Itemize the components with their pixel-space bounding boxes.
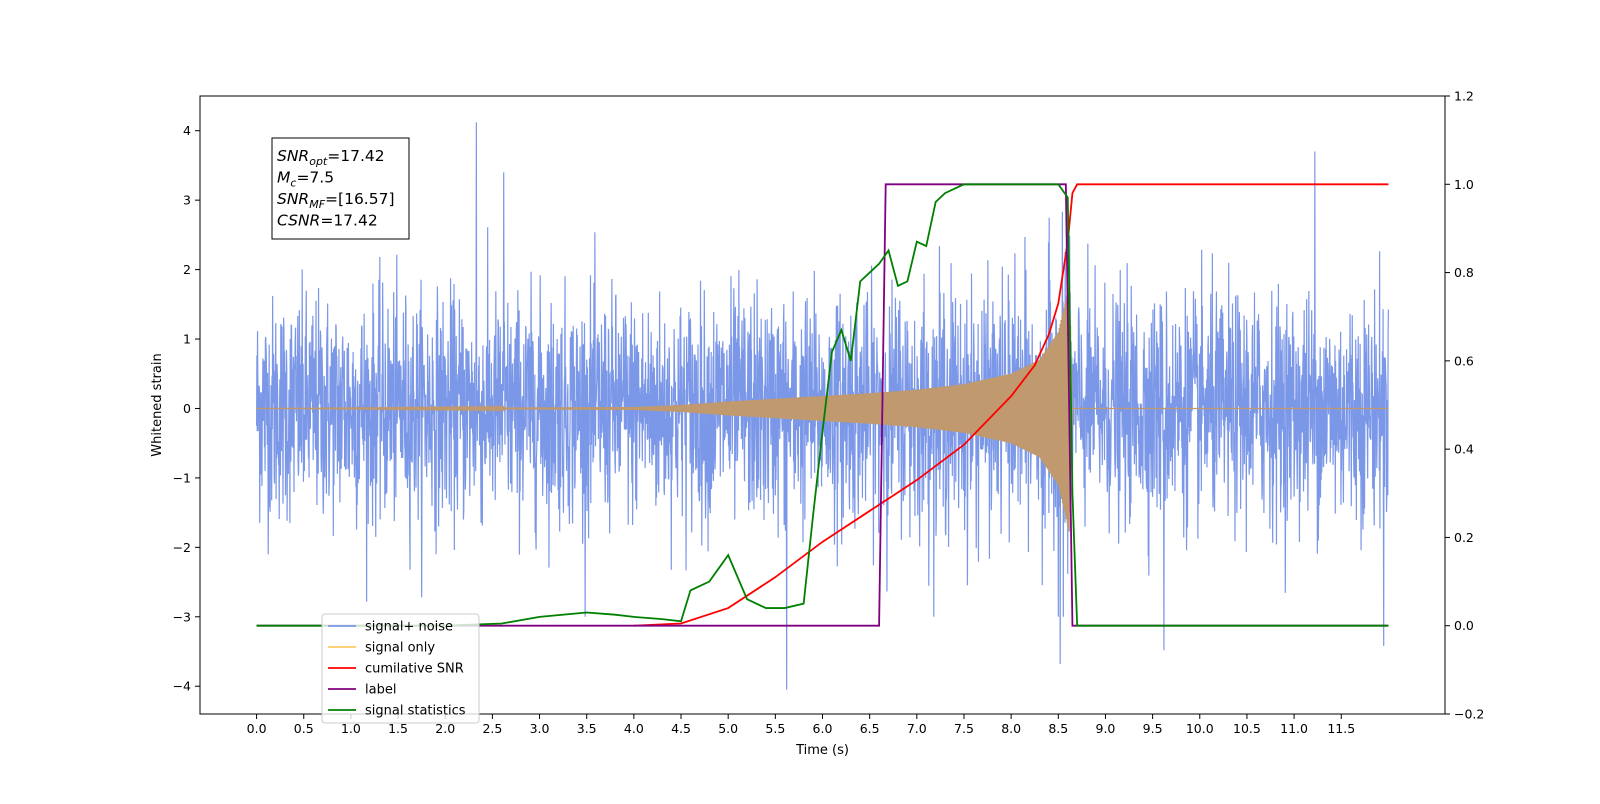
y-tick-label: 2 xyxy=(183,262,191,277)
x-tick-label: 5.0 xyxy=(718,721,738,736)
x-axis-label: Time (s) xyxy=(795,743,849,758)
x-tick-label: 7.0 xyxy=(907,721,927,736)
snr-info-box: SNRopt=17.42Mc=7.5SNRMF=[16.57]CSNR=17.4… xyxy=(271,137,410,240)
y-tick-label: −3 xyxy=(173,609,191,624)
x-tick-label: 3.5 xyxy=(577,721,597,736)
y2-tick-label: 0.8 xyxy=(1454,265,1474,280)
x-tick-label: 6.5 xyxy=(860,721,880,736)
legend-label: cumilative SNR xyxy=(365,662,464,677)
x-tick-label: 11.5 xyxy=(1327,721,1355,736)
legend-label: signal+ noise xyxy=(365,620,453,635)
x-tick-label: 10.5 xyxy=(1233,721,1261,736)
x-tick-label: 4.0 xyxy=(624,721,644,736)
x-axis: 0.0 0.5 1.0 1.5 2.0 2.5 3.0 3.5 4.0 4.5 5.0 5.5 6.0 6… xyxy=(247,714,1355,736)
y-axis-right: 1.2 1.0 0.8 0.6 0.4 0.2 0.0 −0.2 xyxy=(1445,89,1484,722)
info-box-frame xyxy=(271,137,410,240)
legend: signal+ noise signal only cumilative SNR la… xyxy=(321,613,480,724)
y-axis-left: 4 3 2 1 0 −1 −2 −3 −4 xyxy=(173,123,200,694)
legend-label: signal only xyxy=(365,641,435,656)
y-tick-label: 3 xyxy=(183,193,191,208)
x-tick-label: 1.0 xyxy=(341,721,361,736)
x-tick-label: 2.5 xyxy=(482,721,502,736)
x-tick-label: 11.0 xyxy=(1280,721,1308,736)
x-tick-label: 5.5 xyxy=(765,721,785,736)
x-tick-label: 1.5 xyxy=(388,721,408,736)
series-signal-only xyxy=(256,283,1389,532)
legend-label: label xyxy=(365,683,396,698)
y2-tick-label: 1.2 xyxy=(1454,89,1474,104)
x-tick-label: 9.0 xyxy=(1096,721,1116,736)
x-tick-label: 8.5 xyxy=(1048,721,1068,736)
y2-tick-label: 1.0 xyxy=(1454,177,1474,192)
series-signal-statistics xyxy=(256,183,1389,627)
legend-frame xyxy=(321,613,480,724)
x-tick-label: 3.0 xyxy=(530,721,550,736)
x-tick-label: 6.0 xyxy=(813,721,833,736)
x-tick-label: 10.0 xyxy=(1186,721,1214,736)
y2-tick-label: 0.4 xyxy=(1454,442,1474,457)
x-tick-label: 0.0 xyxy=(247,721,267,736)
x-tick-label: 2.0 xyxy=(435,721,455,736)
y2-tick-label: −0.2 xyxy=(1454,707,1484,722)
info-line: CSNR=17.42 xyxy=(277,212,378,230)
x-tick-label: 7.5 xyxy=(954,721,974,736)
x-tick-label: 8.0 xyxy=(1001,721,1021,736)
y-tick-label: −1 xyxy=(173,470,191,485)
info-line: Mc=7.5 xyxy=(277,169,334,190)
y-tick-label: 4 xyxy=(183,123,191,138)
y-tick-label: −2 xyxy=(173,540,191,555)
info-line: SNRMF=[16.57] xyxy=(277,190,395,211)
y-axis-label: Whitened strain xyxy=(150,353,165,456)
legend-label: signal statistics xyxy=(365,704,466,719)
y2-tick-label: 0.0 xyxy=(1454,618,1474,633)
y-tick-label: 0 xyxy=(183,401,191,416)
x-tick-label: 0.5 xyxy=(294,721,314,736)
series-layer xyxy=(255,122,1390,690)
x-tick-label: 9.5 xyxy=(1143,721,1163,736)
x-tick-label: 4.5 xyxy=(671,721,691,736)
y-tick-label: −4 xyxy=(173,679,191,694)
y2-tick-label: 0.2 xyxy=(1454,530,1474,545)
y-tick-label: 1 xyxy=(183,332,191,347)
series-cumilative-snr xyxy=(633,183,1389,627)
y2-tick-label: 0.6 xyxy=(1454,353,1474,368)
info-line: SNRopt=17.42 xyxy=(277,147,385,168)
